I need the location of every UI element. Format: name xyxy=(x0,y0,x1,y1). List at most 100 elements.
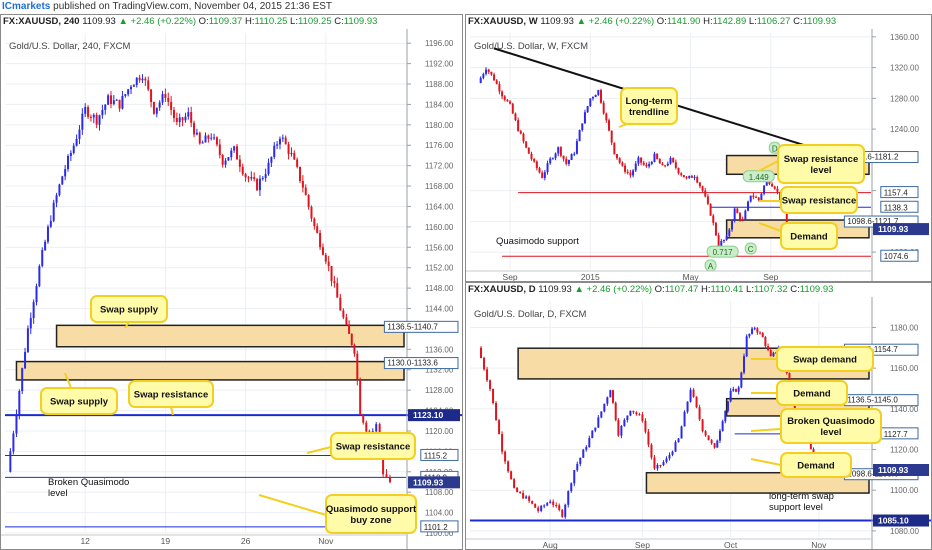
candle-body xyxy=(278,138,281,145)
price-axis-label: 1184.00 xyxy=(425,100,454,109)
chart-panel-h4[interactable]: FX:XAUUSD, 240 1109.93 ▲ +2.46 (+0.22%) … xyxy=(0,14,463,550)
swap-supply-callout-2-pointer xyxy=(64,372,72,389)
candle-body xyxy=(635,412,638,415)
broken-qm-label: Broken Quasimodo xyxy=(48,477,129,488)
candle-body xyxy=(690,175,693,178)
candle-body xyxy=(594,427,597,431)
candle-body xyxy=(769,349,772,357)
candle-body xyxy=(609,390,612,398)
candle-body xyxy=(98,115,101,125)
broker-link[interactable]: ICmarkets xyxy=(2,1,51,12)
level-tag-label: 1127.7 xyxy=(884,430,908,439)
candle-body xyxy=(763,185,766,194)
candle-body xyxy=(385,474,388,478)
candle-body xyxy=(671,451,674,455)
candle-body xyxy=(656,153,659,160)
candle-body xyxy=(250,177,253,179)
candle-body xyxy=(620,426,623,436)
candle-body xyxy=(345,317,348,325)
demand-callout-w-pointer xyxy=(758,222,782,232)
candle-body xyxy=(52,202,55,221)
candle-body xyxy=(490,71,493,75)
candle-body xyxy=(716,440,719,448)
candle-body xyxy=(608,120,611,131)
candle-body xyxy=(591,430,594,439)
last-price-label: 1109.93 xyxy=(413,477,444,487)
candle-body xyxy=(772,352,775,357)
candle-body xyxy=(207,135,210,139)
level-tag-label: 1157.4 xyxy=(884,189,908,198)
swap-resistance-level-callout-pointer xyxy=(758,160,779,172)
candle-body xyxy=(581,123,584,131)
time-axis-label: 2015 xyxy=(581,272,600,282)
price-axis-label: 1140.00 xyxy=(890,405,919,414)
candle-body xyxy=(141,78,144,81)
candle-body xyxy=(693,176,696,178)
swap-resistance-callout-text: Swap resistance xyxy=(134,390,208,401)
candle-body xyxy=(267,162,270,175)
chart-canvas-daily[interactable]: Gold/U.S. Dollar, D, FXCM 1080.00 1100.00 1… xyxy=(466,283,932,550)
candle-body xyxy=(533,158,536,162)
candle-body xyxy=(629,172,632,176)
high-value: 1142.89 xyxy=(712,16,747,27)
price-axis-label: 1192.00 xyxy=(425,60,454,69)
candle-body xyxy=(752,195,755,197)
candle-body xyxy=(514,113,517,121)
time-axis-label: Sep xyxy=(503,272,518,282)
candle-body xyxy=(522,492,525,499)
candle-body xyxy=(313,218,316,227)
candle-body xyxy=(771,183,774,187)
last-price-label: 1109.93 xyxy=(878,224,909,234)
price-axis-label: 1172.00 xyxy=(425,162,454,171)
qm-support-callout-text: buy zone xyxy=(350,515,391,526)
candle-body xyxy=(616,154,619,159)
time-axis-label: 19 xyxy=(161,536,171,546)
change-arrow-icon: ▲ xyxy=(118,16,128,27)
swap-resistance-callout xyxy=(128,380,214,408)
candle-body xyxy=(184,116,187,121)
low-value: 1106.27 xyxy=(756,16,791,27)
candle-body xyxy=(319,232,322,248)
swap-resistance-callout-2-pointer xyxy=(306,446,332,454)
candle-body xyxy=(348,324,351,334)
candle-body xyxy=(640,157,643,163)
candle-body xyxy=(296,159,299,167)
candle-body xyxy=(656,465,659,469)
candle-body xyxy=(301,180,304,188)
chart-panel-daily[interactable]: FX:XAUUSD, D 1109.93 ▲ +2.46 (+0.22%) O:… xyxy=(465,282,932,550)
candle-body xyxy=(175,118,178,122)
candle-body xyxy=(132,85,135,87)
symbol-label: FX:XAUUSD, 240 xyxy=(3,16,80,27)
candle-body xyxy=(32,302,35,319)
candle-body xyxy=(637,157,640,164)
candle-body xyxy=(479,77,482,83)
chart-canvas-weekly[interactable]: Gold/U.S. Dollar, W, FXCM D 1.449 0.717 C A 10… xyxy=(466,15,932,282)
candle-body xyxy=(744,210,747,221)
chart-canvas-h4[interactable]: Gold/U.S. Dollar, 240, FXCM 1100.00 1104.0… xyxy=(1,15,463,550)
candle-body xyxy=(270,157,273,163)
price-axis-label: 1108.00 xyxy=(425,488,454,497)
candle-body xyxy=(118,99,121,109)
candle-body xyxy=(273,145,276,158)
candle-body xyxy=(330,265,333,282)
candle-body xyxy=(565,158,568,164)
candle-body xyxy=(726,401,729,411)
chart-panel-weekly[interactable]: FX:XAUUSD, W 1109.93 ▲ +2.46 (+0.22%) O:… xyxy=(465,14,932,282)
candle-body xyxy=(492,388,495,403)
swap-supply-callout-2 xyxy=(40,387,118,415)
candle-body xyxy=(12,433,15,452)
candle-body xyxy=(210,137,213,139)
candle-body xyxy=(761,333,764,338)
time-axis-label: Oct xyxy=(724,540,738,550)
level-tag-box xyxy=(420,520,459,533)
candle-body xyxy=(121,96,124,109)
candle-body xyxy=(760,193,763,200)
price-axis-label: 1120.00 xyxy=(890,446,919,455)
open-value: 1107.47 xyxy=(664,284,699,295)
candle-body xyxy=(503,96,506,100)
candle-body xyxy=(101,109,104,116)
high-value: 1110.25 xyxy=(254,16,288,27)
candle-body xyxy=(201,142,204,144)
price-axis-label: 1180.00 xyxy=(425,121,454,130)
candle-body xyxy=(599,90,602,103)
